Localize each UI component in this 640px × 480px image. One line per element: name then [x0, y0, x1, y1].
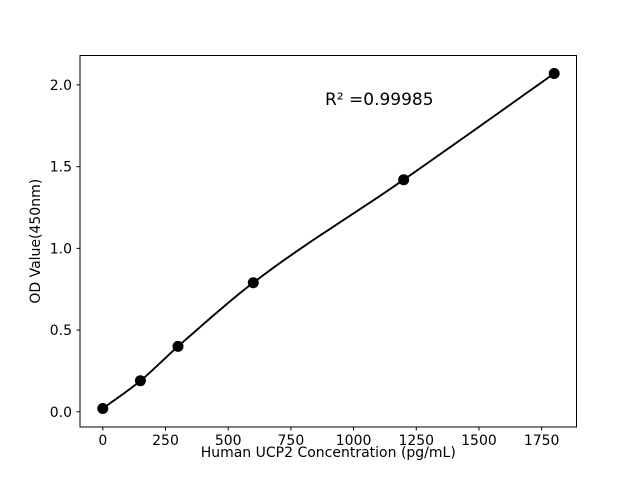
data-point — [247, 277, 259, 289]
x-tick-label: 750 — [278, 433, 305, 449]
x-tick-label: 1250 — [398, 433, 434, 449]
fit-line — [101, 72, 556, 410]
y-tick-label: 1.0 — [50, 241, 72, 257]
data-point — [172, 340, 184, 352]
y-tick-label: 2.0 — [50, 78, 72, 94]
data-point — [134, 375, 146, 387]
y-axis-label: OD Value(450nm) — [28, 179, 44, 304]
data-point — [97, 403, 109, 414]
x-tick-label: 1500 — [461, 433, 497, 449]
x-tick-label: 250 — [152, 433, 179, 449]
x-tick-label: 0 — [98, 433, 107, 449]
y-tick-label: 0.5 — [50, 323, 72, 339]
y-tick-label: 0.0 — [50, 405, 72, 421]
data-point — [548, 68, 560, 79]
data-point — [398, 174, 410, 186]
r-squared-annotation: R² =0.99985 — [325, 90, 434, 110]
x-tick-label: 1000 — [336, 433, 372, 449]
y-tick-label: 1.5 — [50, 160, 72, 176]
x-tick-label: 1750 — [524, 433, 560, 449]
x-axis-label: Human UCP2 Concentration (pg/mL) — [201, 445, 456, 461]
axes-frame — [79, 55, 577, 428]
x-tick-label: 500 — [215, 433, 242, 449]
